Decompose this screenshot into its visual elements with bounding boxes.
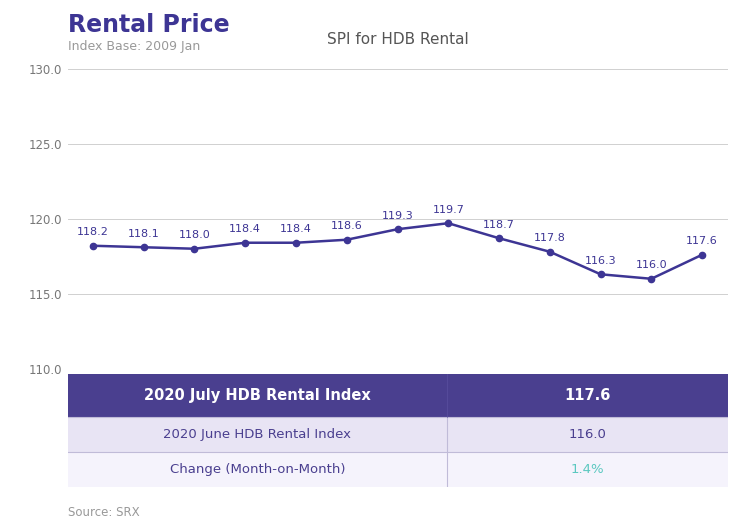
Text: 118.2: 118.2: [77, 228, 109, 237]
Text: 117.6: 117.6: [564, 388, 610, 403]
Text: 118.7: 118.7: [483, 220, 515, 230]
Text: 118.6: 118.6: [331, 221, 362, 231]
Text: 118.4: 118.4: [230, 225, 261, 235]
Text: 1.4%: 1.4%: [571, 463, 604, 476]
Text: 116.3: 116.3: [585, 256, 616, 266]
Text: 118.0: 118.0: [178, 230, 210, 240]
Text: Change (Month-on-Month): Change (Month-on-Month): [170, 463, 345, 476]
Text: SPI for HDB Rental: SPI for HDB Rental: [327, 33, 468, 47]
Text: 116.0: 116.0: [635, 260, 668, 270]
Text: 118.4: 118.4: [280, 225, 312, 235]
Bar: [68, 374, 728, 417]
Text: 119.3: 119.3: [382, 211, 413, 221]
Text: 116.0: 116.0: [568, 428, 606, 441]
Text: Source: SRX: Source: SRX: [68, 506, 140, 519]
Text: 2020 June HDB Rental Index: 2020 June HDB Rental Index: [164, 428, 351, 441]
Text: 2020 July HDB Rental Index: 2020 July HDB Rental Index: [144, 388, 370, 403]
Text: Rental Price: Rental Price: [68, 13, 230, 37]
Text: Index Base: 2009 Jan: Index Base: 2009 Jan: [68, 40, 200, 53]
Bar: [68, 452, 728, 487]
Text: 117.8: 117.8: [534, 233, 566, 243]
Bar: [68, 417, 728, 452]
Text: 119.7: 119.7: [432, 205, 464, 215]
Text: 118.1: 118.1: [128, 229, 160, 239]
Text: 117.6: 117.6: [686, 237, 718, 247]
